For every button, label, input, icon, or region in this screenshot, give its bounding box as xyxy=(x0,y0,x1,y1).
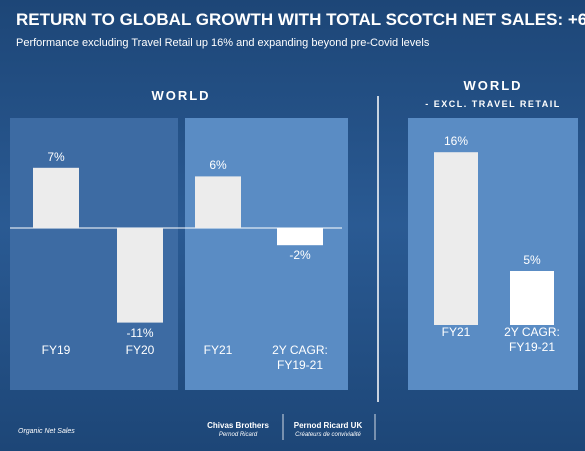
category-label: FY21 xyxy=(441,325,471,339)
subtitle: Performance excluding Travel Retail up 1… xyxy=(16,37,430,49)
title: RETURN TO GLOBAL GROWTH WITH TOTAL SCOTC… xyxy=(16,10,585,29)
logo-text: Pernod Ricard UK xyxy=(293,421,363,430)
value-label: 7% xyxy=(47,149,65,164)
bar xyxy=(434,152,478,325)
category-label: FY21 xyxy=(203,343,233,357)
bar xyxy=(277,228,323,246)
bar xyxy=(33,167,79,228)
bar xyxy=(510,271,554,325)
logo-text: Chivas Brothers xyxy=(207,421,269,430)
value-label: 16% xyxy=(443,134,469,149)
chart-title: WORLD xyxy=(151,88,211,103)
panel xyxy=(185,118,348,390)
bar xyxy=(195,176,241,228)
chart-subtitle: - EXCL. TRAVEL RETAIL xyxy=(425,99,561,109)
category-label: FY20 xyxy=(125,343,155,357)
category-label: 2Y CAGR: FY19-21 xyxy=(272,343,328,372)
bar xyxy=(117,228,163,323)
value-label: -11% xyxy=(126,325,154,340)
value-label: 5% xyxy=(523,253,541,267)
logo-text: Créateurs de convivialité xyxy=(295,432,361,438)
footnote: Organic Net Sales xyxy=(18,428,75,435)
category-label: 2Y CAGR: FY19-21 xyxy=(504,325,560,354)
logo-text: Pernod Ricard xyxy=(218,432,258,438)
category-label: FY19 xyxy=(41,343,71,357)
value-label: -2% xyxy=(289,248,311,263)
value-label: 6% xyxy=(209,158,227,173)
chart-title: WORLD xyxy=(463,78,523,93)
